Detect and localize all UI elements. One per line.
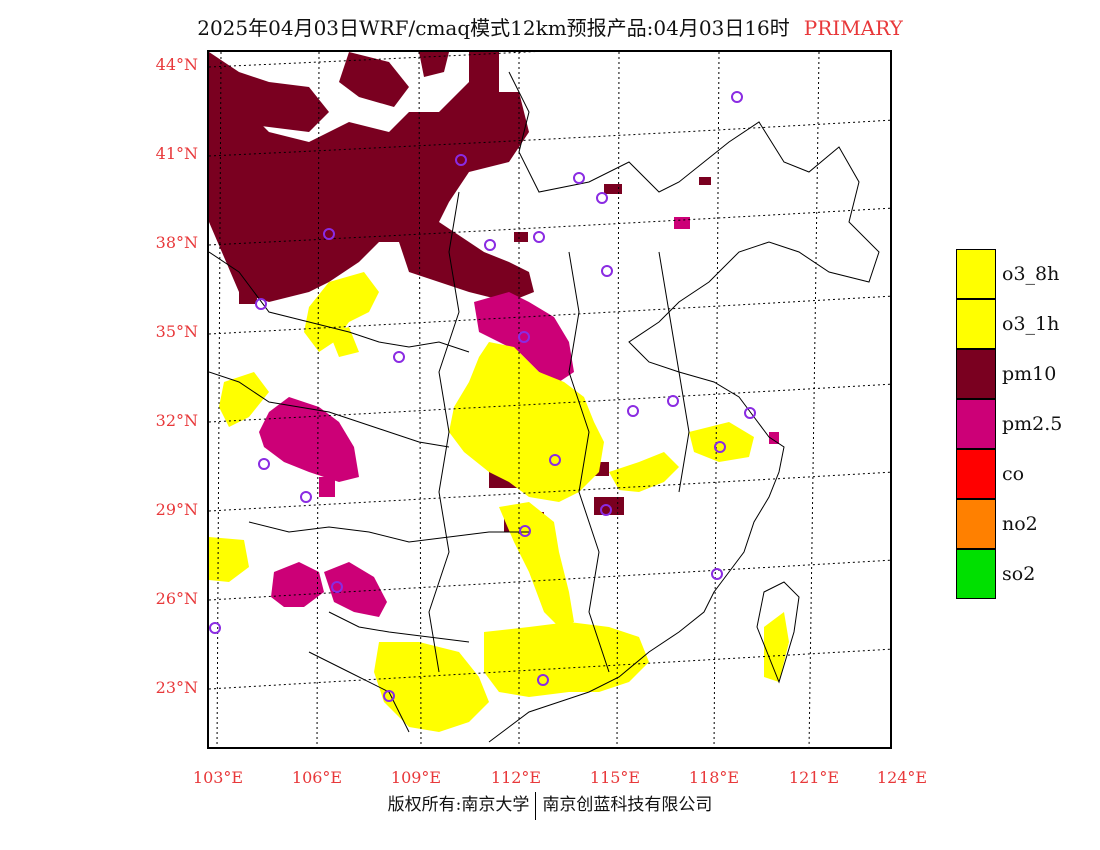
legend-label-o3-1h: o3_1h (1002, 313, 1060, 335)
credit-left: 版权所有:南京大学 (387, 795, 530, 815)
legend-swatch-pm25 (956, 399, 996, 449)
o3-field (209, 272, 789, 732)
map-panel[interactable] (207, 50, 892, 749)
credit-line: 版权所有:南京大学 南京创蓝科技有限公司 (0, 790, 1100, 820)
map-title: 2025年04月03日WRF/cmaq模式12km预报产品:04月03日16时 P… (0, 12, 1100, 41)
legend-label-pm10: pm10 (1002, 363, 1057, 385)
lat-label-41: 41°N (155, 144, 198, 163)
lon-label-124: 124°E (876, 768, 928, 787)
lon-label-106: 106°E (291, 768, 343, 787)
legend-swatch-no2 (956, 499, 996, 549)
city-markers (209, 91, 756, 702)
legend-label-co: co (1002, 463, 1025, 485)
lon-label-115: 115°E (589, 768, 641, 787)
legend-label-so2: so2 (1002, 563, 1036, 585)
lon-label-109: 109°E (390, 768, 442, 787)
legend-swatch-so2 (956, 549, 996, 599)
lon-label-112: 112°E (490, 768, 542, 787)
lon-label-103: 103°E (192, 768, 244, 787)
lat-label-26: 26°N (155, 589, 198, 608)
legend-label-o3-8h: o3_8h (1002, 263, 1060, 285)
lat-label-32: 32°N (155, 411, 198, 430)
border-lines (209, 71, 880, 743)
map-canvas (209, 52, 890, 747)
legend-swatch-pm10 (956, 349, 996, 399)
lon-label-121: 121°E (788, 768, 840, 787)
pm25-field (259, 217, 779, 617)
credit-right: 南京创蓝科技有限公司 (542, 795, 713, 815)
legend-swatch-o3-1h (956, 299, 996, 349)
legend-swatch-co (956, 449, 996, 499)
lat-label-35: 35°N (155, 322, 198, 341)
legend-label-no2: no2 (1002, 513, 1038, 535)
lat-label-23: 23°N (155, 678, 198, 697)
title-tag: PRIMARY (803, 16, 903, 40)
lat-label-44: 44°N (155, 55, 198, 74)
graticule (209, 52, 890, 747)
legend-label-pm25: pm2.5 (1002, 413, 1063, 435)
credit-separator (535, 791, 537, 820)
title-main: 2025年04月03日WRF/cmaq模式12km预报产品:04月03日16时 (197, 16, 790, 40)
lat-label-29: 29°N (155, 500, 198, 519)
lat-label-38: 38°N (155, 233, 198, 252)
lon-label-118: 118°E (688, 768, 740, 787)
legend-swatch-o3-8h (956, 249, 996, 299)
